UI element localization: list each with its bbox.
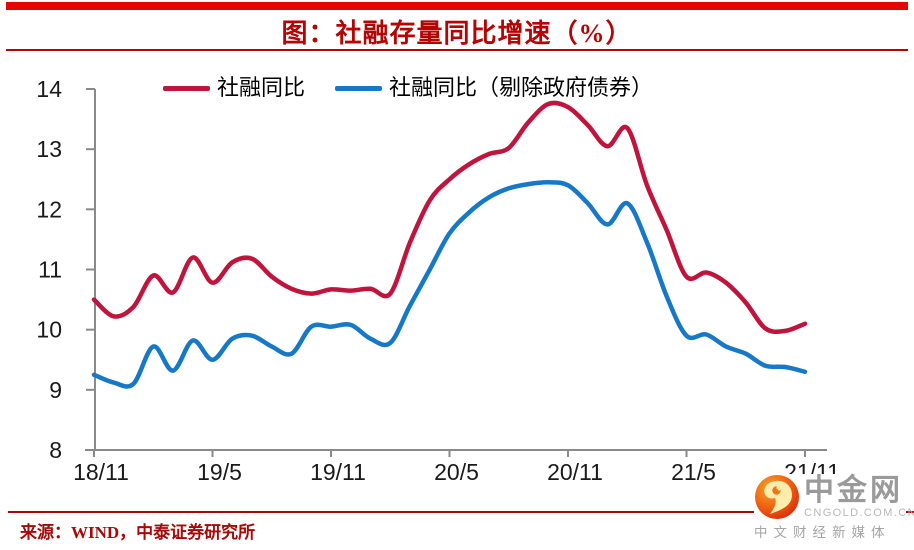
cngold-logo-tagline: 中文财经新媒体 (754, 525, 891, 540)
y-tick-label: 8 (49, 437, 62, 463)
legend-item-series1: 社融同比 (163, 77, 305, 99)
chart-legend: 社融同比 社融同比（剔除政府债券） (163, 77, 653, 99)
x-tick-label: 20/5 (434, 459, 479, 485)
y-tick-label: 14 (36, 76, 62, 102)
legend-label-series2: 社融同比（剔除政府债券） (389, 75, 654, 100)
source-note: 来源：WIND，中泰证券研究所 (20, 523, 256, 542)
title-divider (6, 49, 908, 51)
y-tick-label: 13 (36, 136, 62, 162)
series-line-tsf-yoy (91, 100, 808, 335)
legend-line-swatch-red (163, 85, 210, 91)
y-tick-label: 11 (38, 257, 62, 283)
cngold-logo: 中金网 CNGOLD.COM.CN 中文财经新媒体 (754, 474, 914, 541)
x-tick-label: 21/5 (671, 459, 716, 485)
y-tick-label: 12 (36, 196, 62, 222)
cngold-flame-icon (755, 475, 799, 519)
x-tick-label: 19/5 (197, 459, 242, 485)
cngold-logo-name: 中金网 (804, 473, 903, 507)
legend-item-series2: 社融同比（剔除政府债券） (335, 77, 653, 99)
y-tick-label: 9 (49, 377, 62, 403)
x-tick-label: 20/11 (547, 459, 603, 485)
axes (85, 89, 827, 451)
chart-title: 图：社融存量同比增速（%） (281, 19, 633, 48)
legend-label-series1: 社融同比 (217, 75, 306, 100)
series-line-tsf-yoy-ex-gov-bonds (91, 180, 808, 389)
legend-line-swatch-blue (335, 85, 383, 91)
x-tick-label: 19/11 (310, 459, 366, 485)
cngold-logo-text: 中金网 CNGOLD.COM.CN (804, 473, 914, 519)
y-tick-label: 10 (36, 317, 62, 343)
top-accent-bar (6, 2, 908, 10)
footer-divider (8, 511, 914, 513)
cngold-logo-domain: CNGOLD.COM.CN (804, 506, 914, 519)
x-tick-label: 18/11 (73, 459, 129, 485)
cngold-logo-row: 中金网 CNGOLD.COM.CN (754, 474, 914, 520)
